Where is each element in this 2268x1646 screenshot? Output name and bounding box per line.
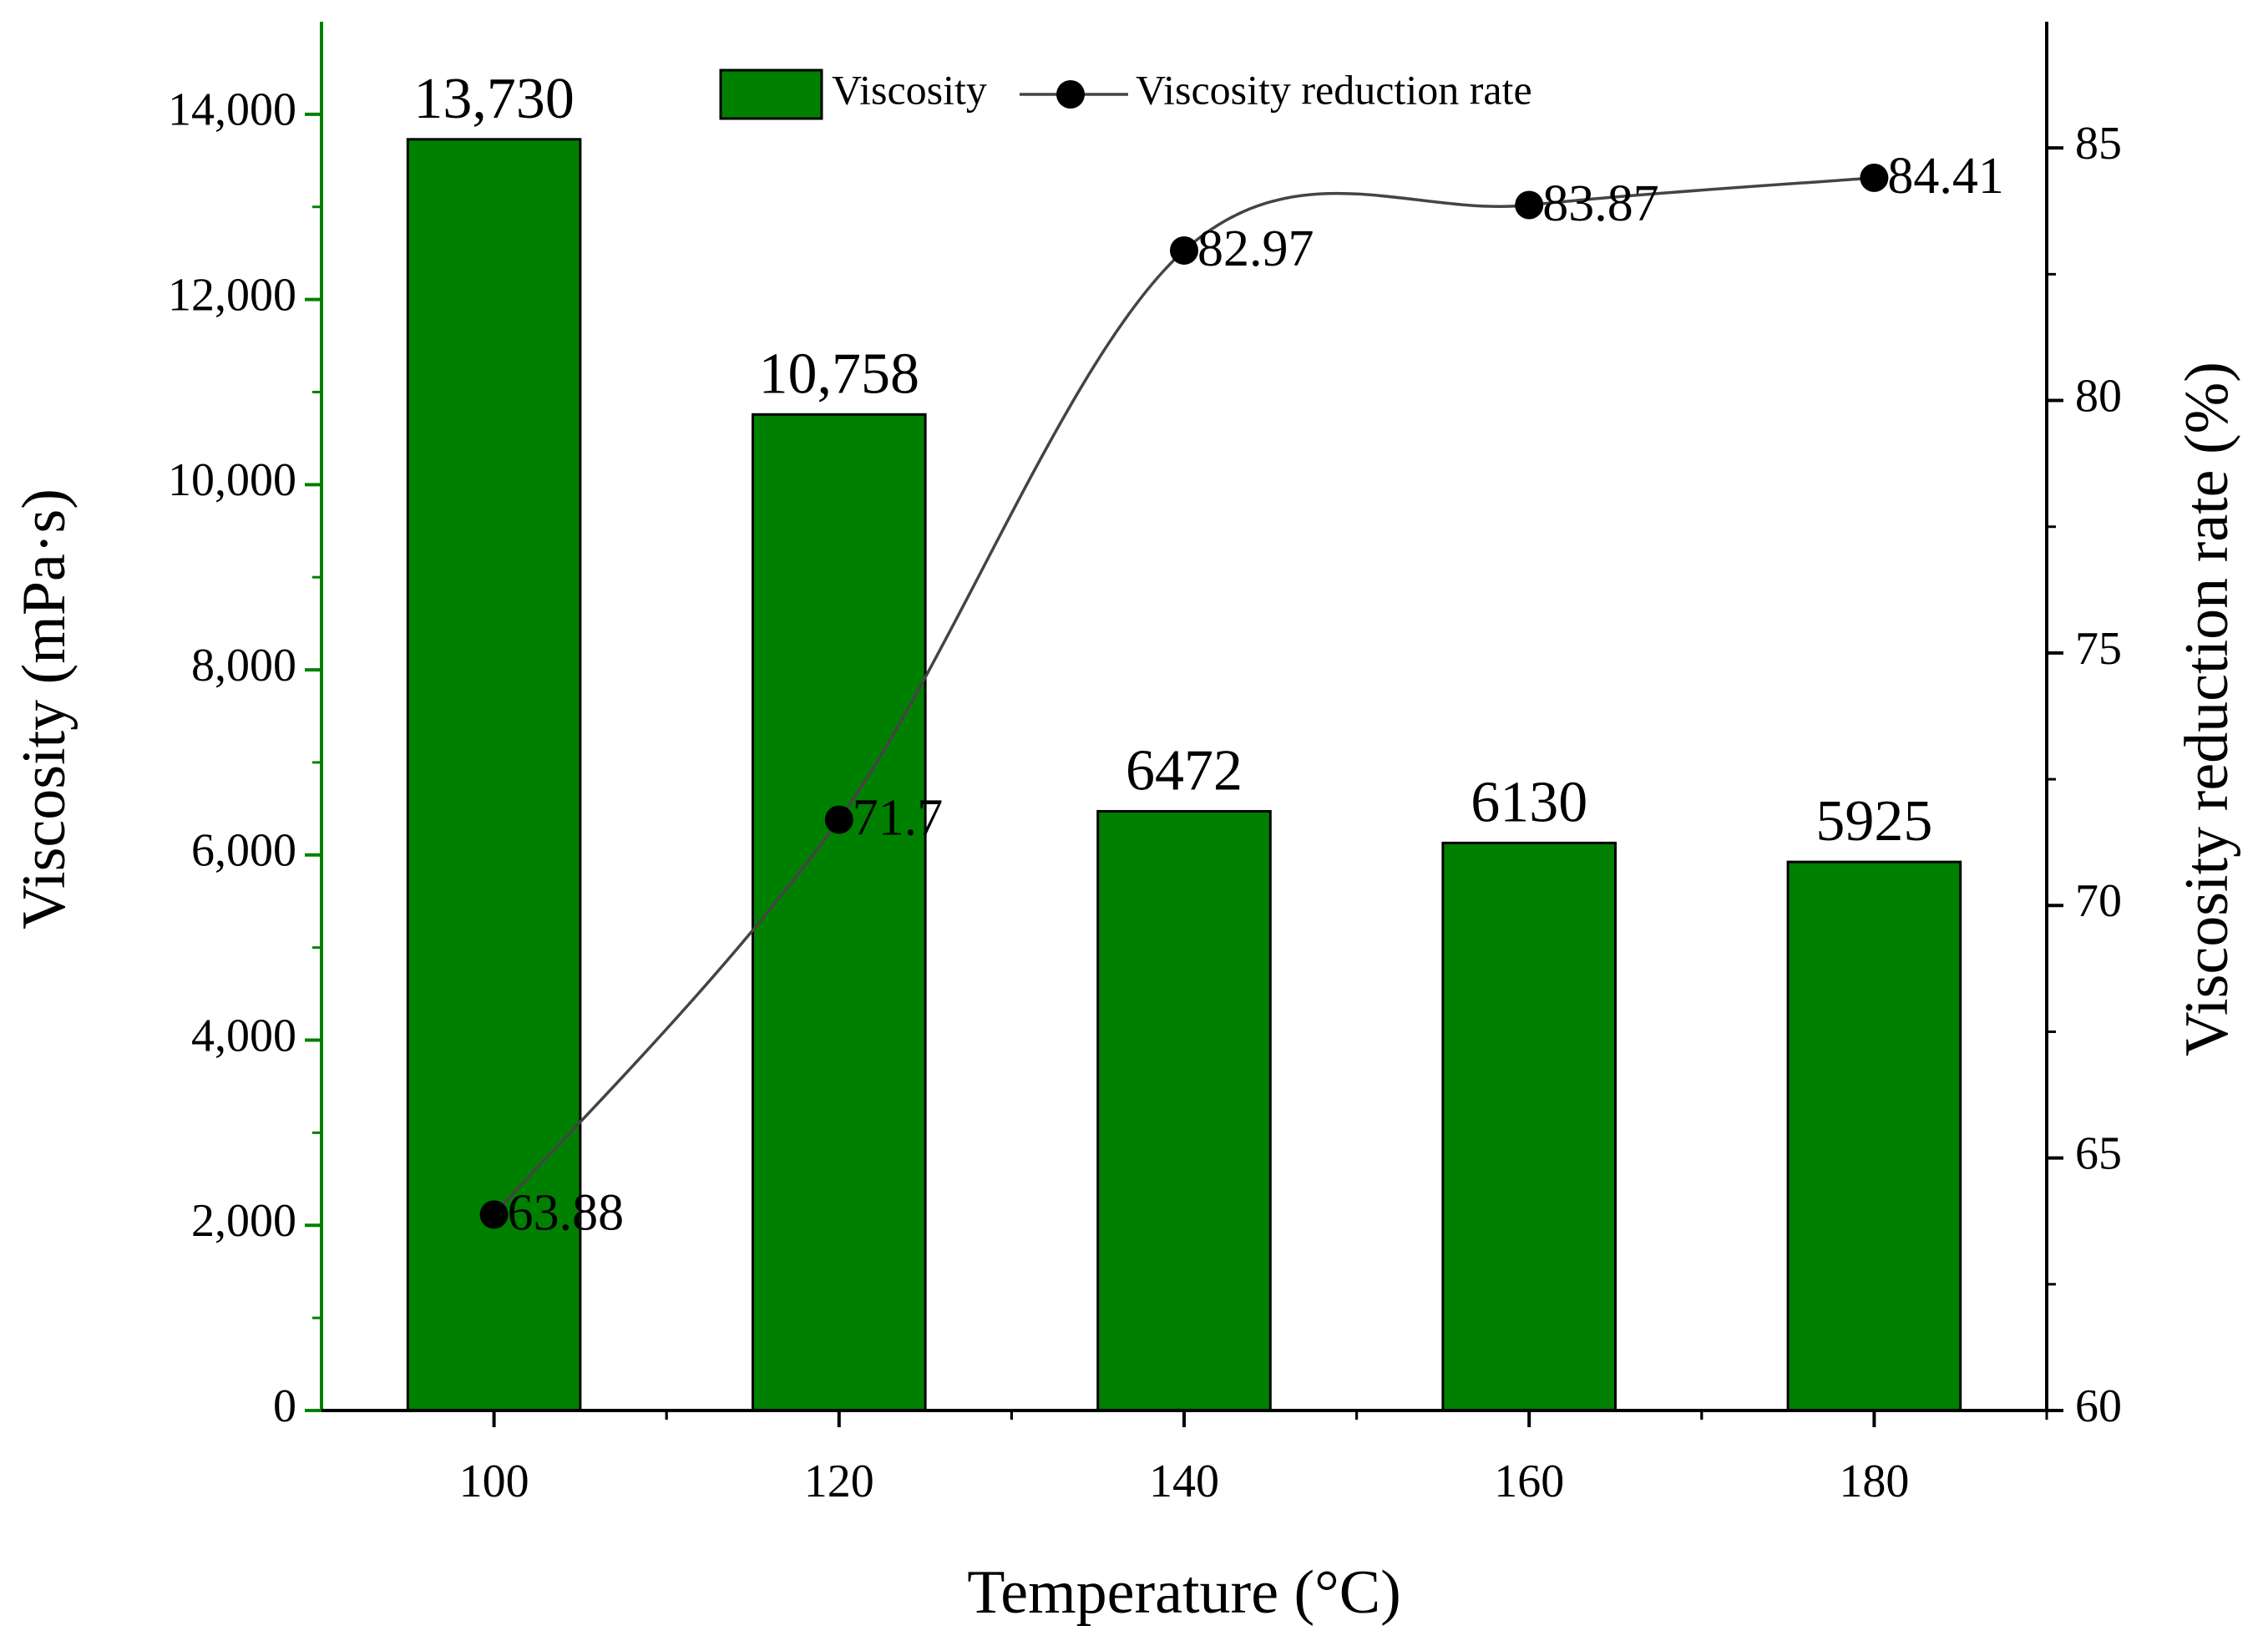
y-tick-label: 10,000 bbox=[168, 454, 296, 506]
x-tick-label: 100 bbox=[459, 1456, 529, 1507]
legend-marker bbox=[1056, 80, 1085, 109]
bar bbox=[752, 413, 927, 1412]
line-value-label: 84.41 bbox=[1887, 148, 2004, 205]
bar-value-label: 6472 bbox=[1126, 739, 1243, 803]
y-tick-label: 0 bbox=[273, 1380, 296, 1432]
x-tick-label: 160 bbox=[1494, 1456, 1564, 1507]
bar-value-label: 5925 bbox=[1815, 789, 1932, 853]
y2-tick-label: 70 bbox=[2075, 875, 2122, 927]
bar bbox=[1786, 860, 1962, 1412]
legend-label: Viscosity bbox=[832, 66, 987, 113]
y2-tick-label: 60 bbox=[2075, 1380, 2122, 1432]
y2-axis-title: Viscosity reduction rate (%) bbox=[2173, 362, 2241, 1056]
y-tick-label: 14,000 bbox=[168, 84, 296, 136]
legend-label: Viscosity reduction rate bbox=[1136, 66, 1532, 113]
line-marker bbox=[479, 1200, 509, 1229]
y-tick-label: 8,000 bbox=[191, 640, 296, 691]
y-tick-label: 4,000 bbox=[191, 1010, 296, 1061]
bar-value-label: 6130 bbox=[1471, 770, 1587, 834]
bar-value-label: 13,730 bbox=[413, 67, 575, 131]
line-value-label: 71.7 bbox=[853, 790, 944, 847]
y-tick-label: 6,000 bbox=[191, 825, 296, 877]
x-tick-label: 180 bbox=[1839, 1456, 1909, 1507]
x-axis-title: Temperature (°C) bbox=[967, 1558, 1401, 1627]
line-value-label: 63.88 bbox=[508, 1185, 625, 1242]
bar bbox=[406, 138, 582, 1412]
line-value-label: 83.87 bbox=[1542, 175, 1659, 232]
y2-tick-label: 75 bbox=[2075, 623, 2122, 675]
y2-tick-label: 65 bbox=[2075, 1127, 2122, 1179]
legend-swatch bbox=[719, 68, 823, 120]
bar-value-label: 10,758 bbox=[759, 342, 920, 406]
y-tick-label: 2,000 bbox=[191, 1195, 296, 1247]
line-value-label: 82.97 bbox=[1197, 220, 1314, 277]
y-tick-label: 12,000 bbox=[168, 269, 296, 321]
x-tick-label: 120 bbox=[804, 1456, 874, 1507]
x-tick-label: 140 bbox=[1149, 1456, 1219, 1507]
line bbox=[493, 176, 1875, 1216]
y2-tick-label: 85 bbox=[2075, 118, 2122, 170]
line-marker bbox=[1860, 163, 1889, 192]
line-marker bbox=[1515, 190, 1544, 220]
y2-tick-label: 80 bbox=[2075, 370, 2122, 422]
line-marker bbox=[824, 805, 853, 834]
y-axis-title: Viscosity (mPa·s) bbox=[10, 489, 78, 929]
line-marker bbox=[1170, 236, 1198, 265]
bar bbox=[1441, 841, 1617, 1412]
bar bbox=[1096, 809, 1272, 1412]
